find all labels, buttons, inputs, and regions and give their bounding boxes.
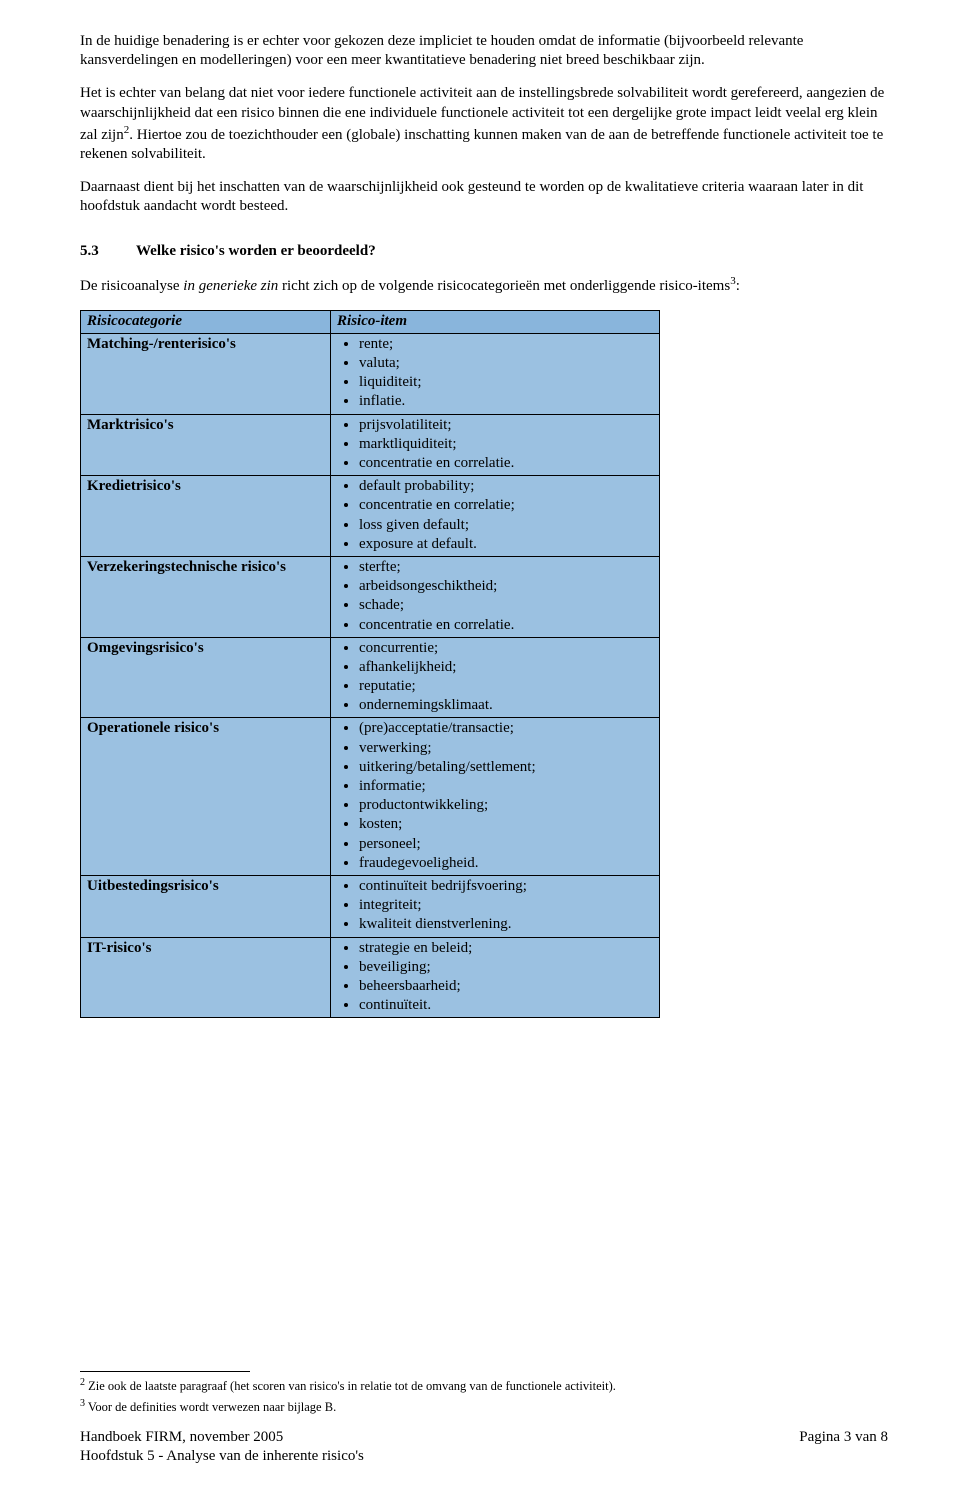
- category-cell: Marktrisico's: [81, 414, 331, 476]
- items-list: prijsvolatiliteit;marktliquiditeit;conce…: [337, 416, 653, 474]
- footer-line1: Handboek FIRM, november 2005: [80, 1429, 283, 1445]
- items-cell: strategie en beleid;beveiliging;beheersb…: [331, 937, 660, 1018]
- table-row: IT-risico'sstrategie en beleid;beveiligi…: [81, 937, 660, 1018]
- footer-page-number: Pagina 3 van 8: [799, 1428, 888, 1447]
- intro-a: De risicoanalyse: [80, 278, 183, 294]
- header-col1: Risicocategorie: [81, 310, 331, 333]
- items-cell: (pre)acceptatie/transactie;verwerking;ui…: [331, 718, 660, 876]
- list-item: concentratie en correlatie.: [359, 454, 653, 473]
- table-header-row: Risicocategorie Risico-item: [81, 310, 660, 333]
- list-item: default probability;: [359, 477, 653, 496]
- items-cell: continuïteit bedrijfsvoering;integriteit…: [331, 875, 660, 937]
- category-cell: IT-risico's: [81, 937, 331, 1018]
- table-row: Marktrisico'sprijsvolatiliteit;marktliqu…: [81, 414, 660, 476]
- footnote-rule: [80, 1371, 250, 1372]
- table-row: Kredietrisico'sdefault probability;conce…: [81, 476, 660, 557]
- list-item: continuïteit bedrijfsvoering;: [359, 877, 653, 896]
- list-item: exposure at default.: [359, 535, 653, 554]
- list-item: afhankelijkheid;: [359, 658, 653, 677]
- list-item: inflatie.: [359, 392, 653, 411]
- category-cell: Omgevingsrisico's: [81, 637, 331, 718]
- list-item: kosten;: [359, 815, 653, 834]
- risk-table-body: Matching-/renterisico'srente;valuta;liqu…: [81, 333, 660, 1017]
- footer-line2: Hoofdstuk 5 - Analyse van de inherente r…: [80, 1448, 364, 1464]
- list-item: kwaliteit dienstverlening.: [359, 915, 653, 934]
- table-row: Matching-/renterisico'srente;valuta;liqu…: [81, 333, 660, 414]
- list-item: prijsvolatiliteit;: [359, 416, 653, 435]
- footnote-3: 3 Voor de definities wordt verwezen naar…: [80, 1397, 888, 1416]
- category-cell: Uitbestedingsrisico's: [81, 875, 331, 937]
- list-item: informatie;: [359, 777, 653, 796]
- list-item: integriteit;: [359, 896, 653, 915]
- list-item: continuïteit.: [359, 996, 653, 1015]
- footnote-3-text: Voor de definities wordt verwezen naar b…: [85, 1400, 336, 1414]
- section-intro: De risicoanalyse in generieke zin richt …: [80, 274, 888, 296]
- intro-c: :: [736, 278, 740, 294]
- table-row: Uitbestedingsrisico'scontinuïteit bedrij…: [81, 875, 660, 937]
- table-row: Verzekeringstechnische risico'ssterfte;a…: [81, 556, 660, 637]
- intro-italic: in generieke zin: [183, 278, 278, 294]
- paragraph-2b: . Hiertoe zou de toezichthouder een (glo…: [80, 127, 883, 162]
- items-cell: concurrentie;afhankelijkheid;reputatie;o…: [331, 637, 660, 718]
- items-list: continuïteit bedrijfsvoering;integriteit…: [337, 877, 653, 935]
- items-list: rente;valuta;liquiditeit;inflatie.: [337, 335, 653, 412]
- list-item: strategie en beleid;: [359, 939, 653, 958]
- paragraph-2: Het is echter van belang dat niet voor i…: [80, 84, 888, 164]
- list-item: concurrentie;: [359, 639, 653, 658]
- list-item: beheersbaarheid;: [359, 977, 653, 996]
- list-item: reputatie;: [359, 677, 653, 696]
- items-list: concurrentie;afhankelijkheid;reputatie;o…: [337, 639, 653, 716]
- footnote-2-text: Zie ook de laatste paragraaf (het scoren…: [85, 1379, 616, 1393]
- list-item: personeel;: [359, 835, 653, 854]
- list-item: productontwikkeling;: [359, 796, 653, 815]
- list-item: liquiditeit;: [359, 373, 653, 392]
- items-cell: prijsvolatiliteit;marktliquiditeit;conce…: [331, 414, 660, 476]
- category-cell: Matching-/renterisico's: [81, 333, 331, 414]
- items-list: sterfte;arbeidsongeschiktheid;schade;con…: [337, 558, 653, 635]
- footnote-2: 2 Zie ook de laatste paragraaf (het scor…: [80, 1376, 888, 1395]
- document-page: In de huidige benadering is er echter vo…: [0, 0, 960, 1502]
- list-item: verwerking;: [359, 739, 653, 758]
- list-item: beveiliging;: [359, 958, 653, 977]
- paragraph-1: In de huidige benadering is er echter vo…: [80, 32, 888, 70]
- category-cell: Operationele risico's: [81, 718, 331, 876]
- footnotes: 2 Zie ook de laatste paragraaf (het scor…: [80, 1371, 888, 1418]
- list-item: rente;: [359, 335, 653, 354]
- table-row: Omgevingsrisico'sconcurrentie;afhankelij…: [81, 637, 660, 718]
- header-col2: Risico-item: [331, 310, 660, 333]
- footer-left: Handboek FIRM, november 2005 Hoofdstuk 5…: [80, 1428, 364, 1466]
- items-list: (pre)acceptatie/transactie;verwerking;ui…: [337, 719, 653, 873]
- list-item: uitkering/betaling/settlement;: [359, 758, 653, 777]
- list-item: loss given default;: [359, 516, 653, 535]
- section-number: 5.3: [80, 243, 136, 260]
- list-item: fraudegevoeligheid.: [359, 854, 653, 873]
- section-heading: 5.3Welke risico's worden er beoordeeld?: [80, 243, 888, 260]
- items-list: default probability;concentratie en corr…: [337, 477, 653, 554]
- list-item: arbeidsongeschiktheid;: [359, 577, 653, 596]
- items-cell: rente;valuta;liquiditeit;inflatie.: [331, 333, 660, 414]
- list-item: (pre)acceptatie/transactie;: [359, 719, 653, 738]
- list-item: valuta;: [359, 354, 653, 373]
- items-cell: default probability;concentratie en corr…: [331, 476, 660, 557]
- table-row: Operationele risico's(pre)acceptatie/tra…: [81, 718, 660, 876]
- intro-b: richt zich op de volgende risicocategori…: [278, 278, 730, 294]
- items-list: strategie en beleid;beveiliging;beheersb…: [337, 939, 653, 1016]
- list-item: sterfte;: [359, 558, 653, 577]
- list-item: concentratie en correlatie.: [359, 616, 653, 635]
- list-item: ondernemingsklimaat.: [359, 696, 653, 715]
- paragraph-3: Daarnaast dient bij het inschatten van d…: [80, 178, 888, 216]
- category-cell: Kredietrisico's: [81, 476, 331, 557]
- list-item: marktliquiditeit;: [359, 435, 653, 454]
- list-item: schade;: [359, 596, 653, 615]
- page-footer: Handboek FIRM, november 2005 Hoofdstuk 5…: [80, 1428, 888, 1466]
- section-title: Welke risico's worden er beoordeeld?: [136, 243, 376, 259]
- category-cell: Verzekeringstechnische risico's: [81, 556, 331, 637]
- list-item: concentratie en correlatie;: [359, 496, 653, 515]
- risk-table: Risicocategorie Risico-item Matching-/re…: [80, 310, 660, 1019]
- items-cell: sterfte;arbeidsongeschiktheid;schade;con…: [331, 556, 660, 637]
